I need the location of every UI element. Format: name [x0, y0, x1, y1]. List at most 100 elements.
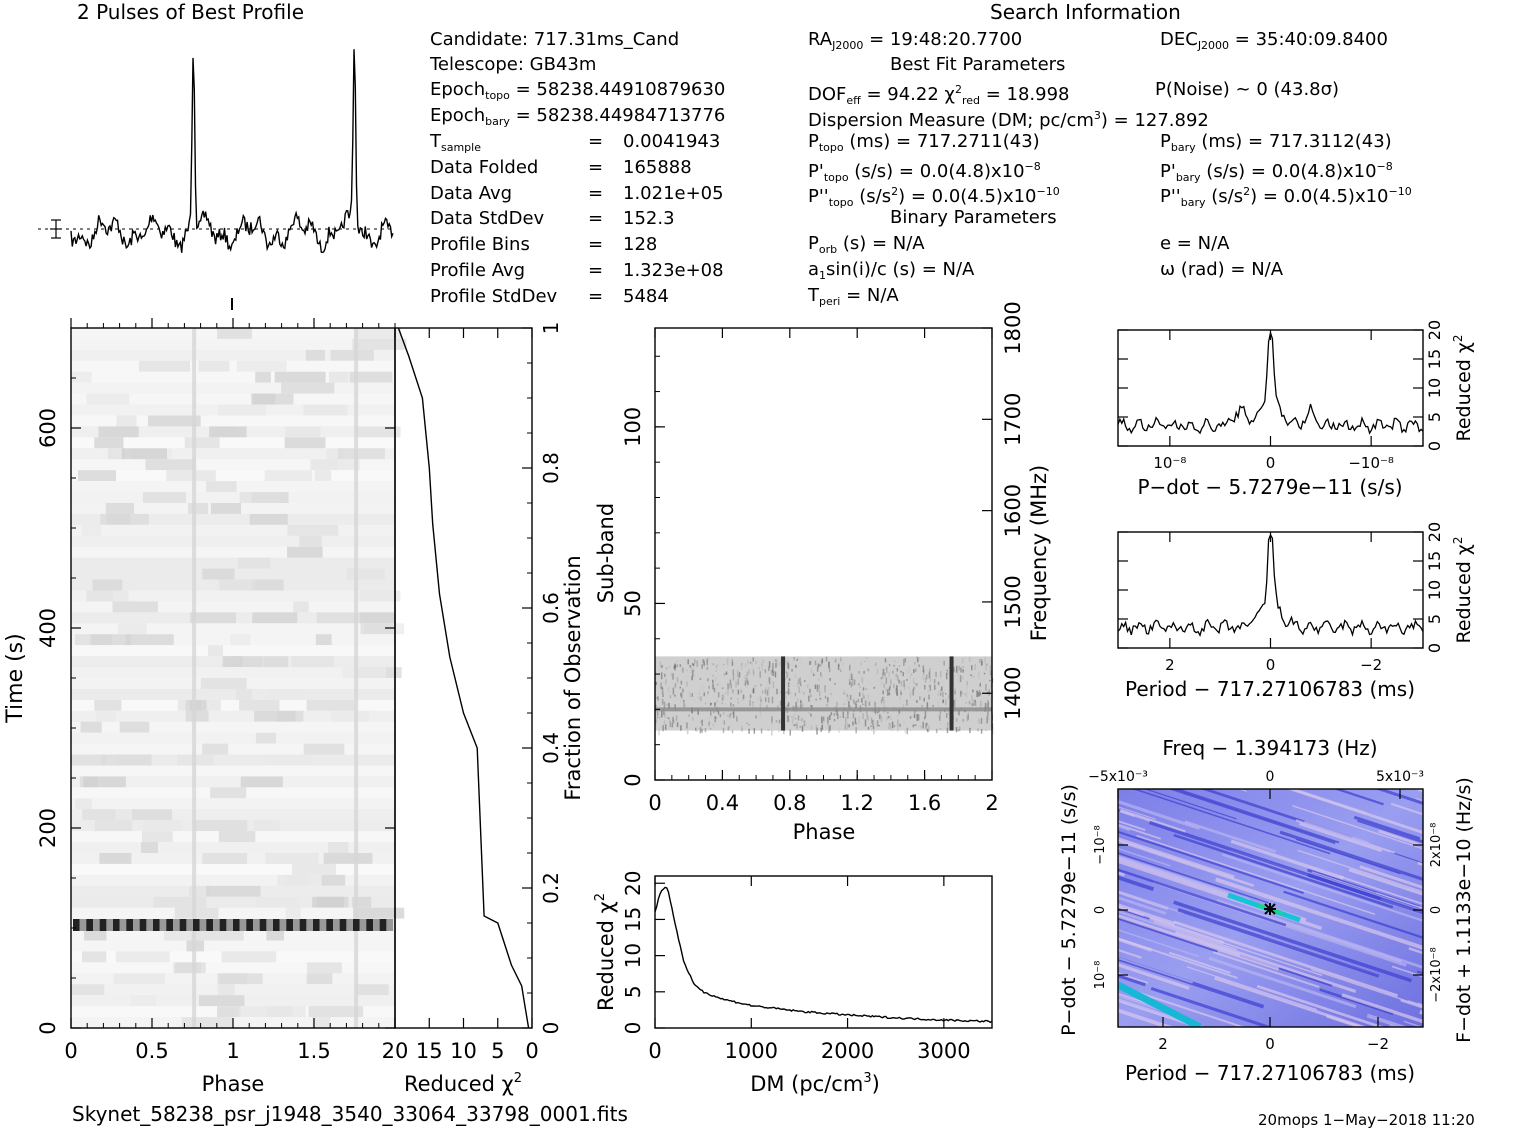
- ppdot-streak: [1118, 937, 1238, 979]
- subband-noise: [680, 665, 683, 672]
- time-phase-cell: [202, 853, 248, 864]
- subband-xtick-label: 1.2: [840, 791, 873, 815]
- subband-noise: [820, 698, 823, 701]
- subband-noise: [881, 670, 883, 672]
- subband-noise: [863, 697, 865, 699]
- time-phase-row: [71, 437, 395, 449]
- ppdot-streak: [1292, 805, 1423, 850]
- subband-noise: [676, 664, 678, 668]
- subband-noise: [820, 727, 822, 733]
- subband-xtick-label: 0: [648, 791, 661, 815]
- time-phase-cell: [331, 710, 369, 722]
- subband-noise: [680, 725, 682, 731]
- time-phase-cell: [115, 951, 170, 963]
- ppdot-ytick-label: 10⁻⁸: [1093, 961, 1108, 990]
- pnoise-text: P(Noise) ~ 0 (43.8σ): [1155, 79, 1340, 100]
- time-phase-cell: [256, 896, 300, 908]
- time-phase-cell: [125, 634, 174, 646]
- subband-noise: [847, 711, 849, 719]
- subband-noise: [967, 713, 969, 720]
- subband-noise: [829, 678, 831, 681]
- tperi-text: Tperi = N/A: [808, 285, 899, 309]
- subband-noise: [798, 678, 800, 685]
- chi-fraction-xtick-label: 10: [450, 1039, 477, 1063]
- ppdot-streak: [1221, 853, 1423, 922]
- time-phase-row: [71, 459, 395, 471]
- subband-noise: [873, 729, 875, 735]
- chi-ytick-label: 0: [1425, 643, 1444, 653]
- info-row-value: 1.323e+08: [623, 260, 724, 281]
- time-phase-cell: [148, 415, 201, 427]
- ppdot-streak: [1173, 900, 1413, 983]
- ppdot-streak: [1212, 951, 1320, 988]
- time-phase-band-cell: [379, 919, 387, 931]
- info-row-eq: =: [588, 156, 604, 178]
- subband-freq-tick-label: 1700: [1001, 393, 1025, 446]
- subband-noise: [843, 703, 846, 705]
- time-phase-cell: [184, 437, 220, 449]
- subband-noise: [712, 674, 714, 677]
- subband-noise: [792, 662, 795, 668]
- subband-noise: [915, 668, 917, 672]
- subband-noise: [747, 680, 749, 686]
- time-phase-cell: [82, 524, 102, 536]
- ppdot-streak: [1219, 941, 1323, 977]
- subband-noise: [964, 693, 966, 696]
- time-phase-row: [71, 699, 395, 712]
- subband-noise: [704, 728, 707, 733]
- subband-noise: [699, 678, 702, 680]
- subband-noise: [853, 700, 855, 704]
- chi-fraction-xtick-label: 15: [416, 1039, 443, 1063]
- time-phase-cell: [219, 579, 256, 591]
- dm-xlabel-sup: 3: [863, 1071, 871, 1086]
- ppdot-streak: [1437, 930, 1517, 973]
- subband-noise: [968, 656, 971, 662]
- time-phase-cell: [210, 503, 242, 514]
- subband-noise: [737, 673, 740, 678]
- chi-fraction-ticks: 20 15 10 5 000.20.40.60.81: [382, 322, 563, 1063]
- time-phase-cell: [266, 929, 285, 941]
- ppdot-streak: [1341, 993, 1423, 1024]
- subband-noise: [752, 668, 755, 674]
- subband-noise: [694, 659, 696, 662]
- time-phase-cell: [80, 721, 102, 733]
- subband-noise: [941, 686, 943, 691]
- subband-xtick-label: 1.6: [908, 791, 941, 815]
- subband-noise: [812, 716, 815, 721]
- subband-noise: [810, 725, 813, 730]
- subband-noise: [858, 670, 860, 674]
- subband-noise: [923, 697, 925, 702]
- subband-noise: [954, 690, 956, 695]
- subband-noise: [808, 695, 810, 702]
- subband-noise: [663, 720, 666, 724]
- time-phase-row: [71, 645, 395, 657]
- subband-noise: [713, 687, 716, 693]
- time-phase-cell: [185, 710, 209, 722]
- pddot-bary-text: P''bary (s/s2) = 0.0(4.5)x10−10: [1160, 185, 1412, 209]
- subband-noise: [922, 673, 925, 680]
- info-row-label: Profile Avg: [430, 260, 526, 281]
- time-phase-row: [71, 371, 395, 384]
- subband-noise: [880, 699, 883, 704]
- subband-noise: [885, 717, 888, 721]
- subband-noise: [732, 669, 735, 675]
- dof-chi-text: DOFeff = 94.22 χ2red = 18.998: [808, 83, 1070, 107]
- time-phase-cell: [119, 721, 150, 733]
- subband-noise: [771, 667, 774, 673]
- subband-noise: [955, 727, 958, 733]
- subband-noise: [686, 681, 688, 687]
- subband-noise: [779, 700, 782, 707]
- subband-noise: [882, 668, 885, 675]
- subband-noise: [771, 730, 773, 736]
- subband-noise: [939, 698, 941, 705]
- time-phase-ylabel: Time (s): [3, 633, 28, 723]
- time-phase-band-cell: [179, 919, 187, 931]
- time-phase-cell: [264, 470, 313, 482]
- subband-noise: [939, 667, 942, 669]
- subband-noise: [686, 722, 688, 729]
- subband-ytick-label: 0: [621, 773, 645, 786]
- subband-noise: [983, 677, 985, 681]
- subband-noise: [775, 659, 777, 662]
- subband-noise: [928, 684, 931, 688]
